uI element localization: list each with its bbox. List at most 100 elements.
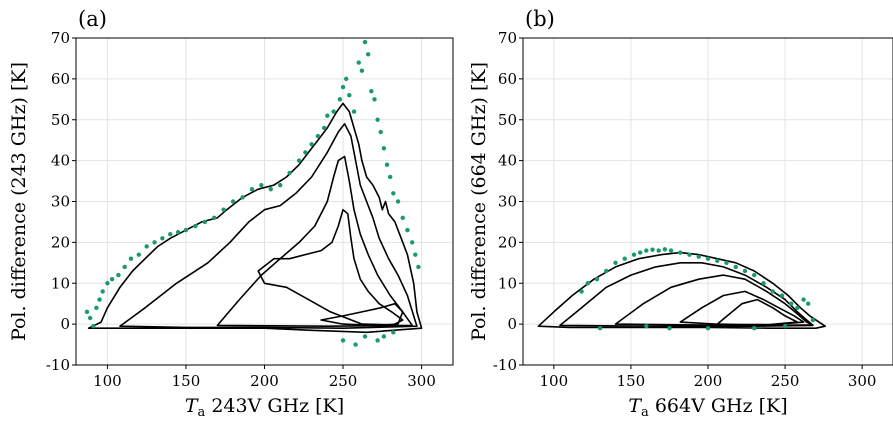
scatter-point: [347, 93, 352, 98]
scatter-point: [387, 174, 393, 180]
scatter-point: [409, 240, 415, 245]
scatter-point: [631, 252, 637, 257]
y-tick-label: 10: [51, 274, 70, 292]
y-tick-label: 40: [498, 152, 517, 170]
scatter-point: [105, 281, 110, 286]
x-tick-label: 200: [694, 372, 723, 390]
scatter-point: [321, 125, 327, 131]
x-axis-label: Ta 243V GHz [K]: [185, 395, 344, 419]
x-tick-label: 100: [93, 372, 122, 390]
scatter-point: [782, 323, 788, 329]
y-tick-label: 50: [498, 111, 517, 129]
scatter-point: [405, 227, 410, 233]
y-tick-label: 30: [498, 193, 517, 211]
scatter-point: [724, 260, 729, 266]
contour-line: [119, 123, 418, 329]
y-tick-label: 60: [51, 70, 70, 88]
scatter-point: [84, 309, 90, 315]
scatter-point: [395, 199, 401, 204]
scatter-point: [789, 301, 794, 306]
scatter-point: [351, 109, 357, 114]
scatter-point: [116, 272, 121, 278]
scatter-point: [94, 305, 99, 310]
scatter-point: [378, 129, 383, 135]
scatter-point: [779, 293, 785, 298]
scatter-point: [667, 326, 672, 331]
scatter-point: [278, 182, 283, 188]
scatter-point: [372, 97, 377, 102]
scatter-point: [343, 76, 349, 82]
scatter-point: [594, 276, 600, 282]
scatter-point: [365, 52, 371, 57]
scatter-point: [806, 301, 811, 306]
y-tick-label: 70: [498, 29, 517, 47]
x-tick-label: 100: [540, 372, 569, 390]
y-tick-label: 20: [51, 233, 70, 251]
scatter-point: [221, 207, 226, 212]
scatter-point: [91, 323, 96, 329]
scatter-point: [413, 252, 418, 257]
scatter-point: [579, 289, 584, 294]
scatter-point: [733, 264, 738, 270]
scatter-point: [128, 256, 134, 261]
contour-line: [559, 262, 814, 327]
scatter-point: [613, 260, 618, 266]
scatter-point: [585, 281, 590, 286]
scatter-point: [604, 268, 609, 274]
scatter-point: [362, 39, 368, 45]
y-tick-label: 60: [498, 70, 517, 88]
x-axis-label: Ta 664V GHz [K]: [628, 395, 787, 419]
y-tick-label: -10: [46, 356, 70, 374]
scatter-point: [637, 250, 643, 255]
y-tick-label: 0: [507, 315, 517, 333]
scatter-point: [391, 330, 396, 335]
scatter-point: [795, 305, 800, 310]
scatter-point: [340, 84, 346, 90]
scatter-point: [650, 247, 655, 252]
panel-label: (a): [78, 7, 107, 31]
scatter-point: [644, 323, 649, 329]
scatter-point: [656, 248, 661, 253]
scatter-point: [249, 187, 255, 192]
contour-line: [257, 208, 404, 326]
scatter-point: [325, 113, 330, 118]
scatter-point: [356, 60, 361, 65]
scatter-point: [230, 199, 236, 204]
scatter-point: [696, 254, 701, 259]
scatter-point: [160, 236, 165, 241]
x-tick-label: 250: [329, 372, 358, 390]
scatter-point: [369, 88, 374, 94]
scatter-point: [375, 338, 380, 343]
scatter-point: [152, 240, 157, 245]
contour-line: [614, 274, 814, 327]
scatter-point: [384, 162, 390, 167]
scatter-point: [303, 150, 308, 155]
contour-line: [716, 298, 799, 326]
scatter-point: [212, 215, 217, 221]
contour-line: [320, 302, 404, 327]
scatter-point: [193, 223, 198, 229]
scatter-point: [597, 326, 603, 331]
scatter-point: [337, 97, 343, 102]
scatter-point: [109, 276, 115, 282]
scatter-point: [678, 250, 683, 255]
scatter-point: [359, 68, 365, 73]
scatter-point: [801, 297, 806, 302]
scatter-point: [340, 338, 346, 343]
scatter-point: [381, 334, 387, 339]
x-tick-label: 300: [848, 372, 877, 390]
scatter-point: [240, 195, 245, 200]
scatter-point: [287, 170, 292, 176]
scatter-point: [742, 268, 748, 274]
scatter-point: [668, 248, 674, 253]
scatter-point: [175, 229, 181, 235]
scatter-point: [268, 187, 273, 192]
y-tick-label: 40: [51, 152, 70, 170]
y-tick-label: 70: [51, 29, 70, 47]
y-tick-label: 30: [51, 193, 70, 211]
scatter-point: [183, 227, 189, 233]
scatter-point: [662, 247, 668, 252]
x-tick-label: 300: [407, 372, 436, 390]
scatter-point: [381, 146, 387, 151]
